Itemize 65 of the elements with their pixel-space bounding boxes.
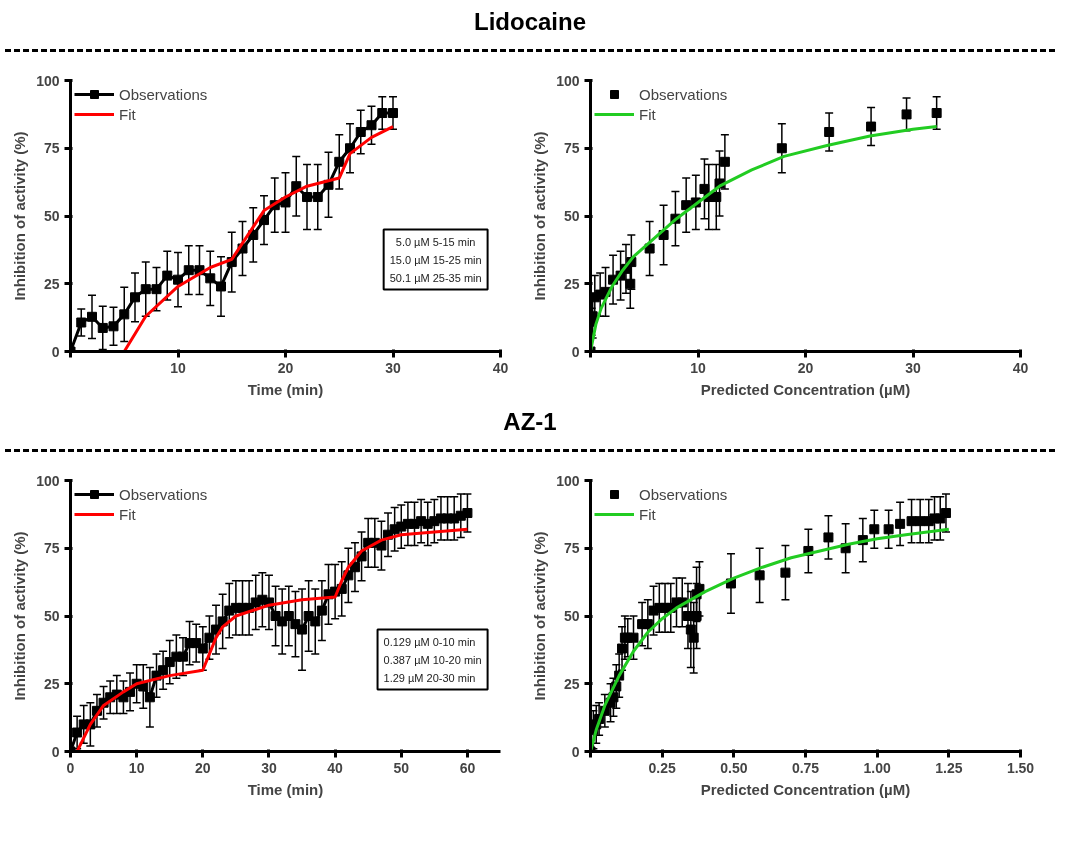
x-axis-title: Predicted Concentration (µM) — [700, 380, 911, 398]
legend-label: Observations — [119, 485, 208, 503]
y-tick-label: 75 — [563, 540, 580, 557]
y-tick-label: 25 — [43, 275, 60, 292]
x-tick-label: 0.75 — [791, 759, 820, 776]
x-tick-label: 50 — [393, 759, 410, 776]
x-tick-label: 1.25 — [935, 759, 963, 776]
legend-label: Fit — [119, 105, 137, 123]
y-tick-label: 25 — [43, 675, 60, 692]
y-axis-title: Inhibition of activity (%) — [11, 531, 29, 701]
x-axis-title: Time (min) — [247, 380, 324, 398]
y-tick-label: 75 — [43, 540, 60, 557]
x-tick-label: 30 — [261, 759, 277, 776]
y-tick-label: 100 — [556, 472, 580, 489]
y-tick-label: 0 — [571, 743, 580, 760]
y-tick-label: 100 — [36, 72, 60, 89]
x-axis-title: Predicted Concentration (µM) — [700, 780, 911, 798]
legend-label: Observations — [119, 85, 208, 103]
x-tick-label: 0 — [66, 759, 75, 776]
annotation: 0.129 µM 0-10 min — [383, 635, 476, 648]
y-tick-label: 50 — [563, 208, 580, 224]
x-tick-label: 10 — [128, 759, 145, 776]
x-tick-label: 0.25 — [648, 759, 676, 776]
x-axis-title: Time (min) — [247, 780, 324, 798]
annotation: 5.0 µM 5-15 min — [395, 235, 476, 248]
x-tick-label: 10 — [170, 359, 186, 376]
x-tick-label: 1.50 — [1006, 759, 1035, 776]
x-tick-label: 20 — [277, 359, 294, 376]
x-tick-label: 40 — [327, 759, 344, 776]
x-tick-label: 0.50 — [720, 759, 748, 776]
annotation: 1.29 µM 20-30 min — [383, 671, 476, 684]
y-tick-label: 100 — [556, 72, 580, 89]
y-tick-label: 50 — [43, 208, 60, 224]
x-tick-label: 40 — [1012, 359, 1029, 376]
legend-label: Observations — [639, 485, 728, 503]
legend-label: Fit — [119, 505, 137, 523]
y-axis-title: Inhibition of activity (%) — [531, 531, 549, 701]
x-tick-label: 20 — [195, 759, 211, 776]
annotation: 15.0 µM 15-25 min — [389, 253, 482, 266]
y-tick-label: 100 — [36, 472, 60, 489]
y-tick-label: 0 — [51, 343, 60, 360]
y-axis-title: Inhibition of activity (%) — [531, 131, 549, 301]
annotation: 50.1 µM 25-35 min — [389, 271, 482, 284]
x-tick-label: 60 — [459, 759, 476, 776]
y-tick-label: 0 — [51, 743, 60, 760]
y-tick-label: 75 — [43, 140, 60, 157]
x-tick-label: 10 — [690, 359, 706, 376]
y-tick-label: 75 — [563, 140, 580, 157]
chart-title: Lidocaine — [473, 7, 587, 37]
y-axis-title: Inhibition of activity (%) — [11, 131, 29, 301]
x-tick-label: 30 — [905, 359, 921, 376]
x-tick-label: 20 — [797, 359, 814, 376]
legend-label: Fit — [639, 105, 657, 123]
chart-title: AZ-1 — [502, 407, 558, 437]
y-tick-label: 0 — [571, 343, 580, 360]
x-tick-label: 40 — [492, 359, 509, 376]
legend-label: Observations — [639, 85, 728, 103]
y-tick-label: 25 — [563, 275, 580, 292]
x-tick-label: 30 — [385, 359, 401, 376]
annotation: 0.387 µM 10-20 min — [383, 653, 482, 666]
y-tick-label: 50 — [563, 608, 580, 624]
legend-label: Fit — [639, 505, 657, 523]
x-tick-label: 1.00 — [863, 759, 891, 776]
y-tick-label: 50 — [43, 608, 60, 624]
y-tick-label: 25 — [563, 675, 580, 692]
